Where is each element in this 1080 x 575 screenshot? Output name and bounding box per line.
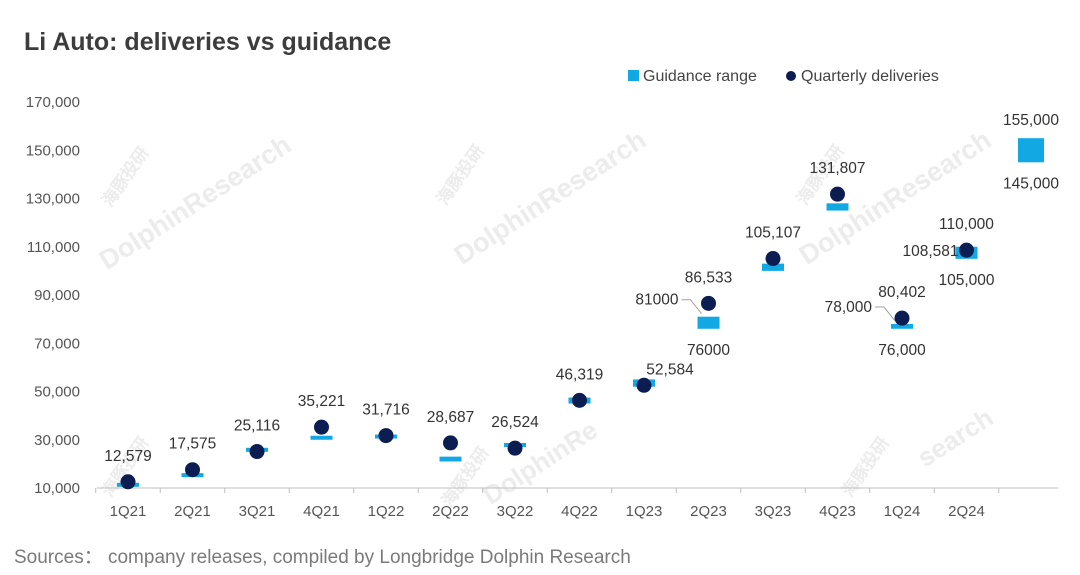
guidance-range-bar (310, 435, 333, 440)
delivery-point (120, 474, 136, 490)
source-note: Sources： company releases, compiled by L… (14, 547, 631, 568)
data-label: 78,000 (825, 299, 873, 316)
chart-title: Li Auto: deliveries vs guidance (24, 28, 392, 56)
x-tick-label: 1Q21 (110, 503, 147, 520)
x-tick-label: 2Q22 (432, 503, 469, 520)
delivery-point (572, 392, 587, 408)
y-tick-label: 50,000 (34, 384, 80, 401)
data-label: 145,000 (1003, 175, 1059, 192)
legend: Guidance range Quarterly deliveries (628, 68, 939, 85)
delivery-point (701, 295, 716, 311)
x-tick-label: 1Q22 (368, 503, 405, 520)
watermark-text: DolphinResearch (449, 124, 652, 270)
legend-guidance-label: Guidance range (643, 68, 757, 85)
delivery-point (830, 186, 845, 202)
watermark-text-cn: 海豚投研 (97, 433, 152, 500)
data-label: 110,000 (939, 216, 994, 233)
marks-layer (117, 138, 1044, 490)
watermark-text: search (912, 402, 999, 473)
delivery-point (185, 462, 200, 478)
x-tick-label: 3Q21 (239, 503, 276, 520)
data-label: 28,687 (427, 409, 474, 426)
x-tick-label: 1Q24 (884, 503, 921, 520)
x-tick-label: 3Q23 (755, 503, 792, 520)
x-tick-label: 2Q21 (174, 503, 211, 520)
leader-line (875, 306, 896, 322)
delivery-point (765, 251, 781, 267)
data-labels-layer: 12,579 17,575 25,116 35,221 31,716 28,687 26,5… (104, 112, 1059, 465)
guidance-range-bar (891, 323, 913, 329)
data-label: 35,221 (298, 393, 345, 410)
data-label: 26,524 (491, 414, 539, 431)
data-label: 52,584 (646, 361, 694, 378)
delivery-point (378, 428, 394, 444)
y-tick-label: 10,000 (34, 480, 80, 497)
delivery-point (249, 444, 265, 460)
data-label: 17,575 (169, 436, 216, 453)
guidance-range-bar (1018, 138, 1044, 163)
delivery-point (959, 242, 974, 258)
watermark-layer: DolphinResearch DolphinResearch DolphinRes… (94, 124, 999, 510)
x-tick-label: 3Q22 (497, 503, 534, 520)
y-tick-label: 110,000 (27, 239, 80, 256)
x-tick-label: 2Q23 (690, 503, 727, 520)
legend-deliveries-label: Quarterly deliveries (801, 68, 939, 85)
leader-line (681, 299, 702, 315)
data-label: 81000 (635, 292, 678, 309)
data-label: 31,716 (362, 402, 409, 419)
watermark-text: DolphinResearch (94, 129, 297, 275)
x-tick-label: 4Q22 (561, 503, 598, 520)
watermark-text-cn: 海豚投研 (97, 143, 152, 210)
delivery-point (314, 419, 329, 435)
data-label: 46,319 (556, 366, 603, 383)
data-label: 86,533 (685, 269, 732, 286)
y-tick-label: 170,000 (26, 94, 80, 111)
data-label: 105,107 (745, 225, 801, 242)
axes-layer: 10,000 30,000 50,000 70,000 90,000 110,000 130… (26, 94, 1058, 520)
legend-deliveries-swatch (786, 71, 796, 81)
data-label: 25,116 (234, 418, 280, 435)
data-label: 12,579 (104, 448, 151, 465)
y-tick-label: 70,000 (34, 335, 80, 352)
guidance-range-bar (826, 203, 849, 211)
data-label: 155,000 (1003, 112, 1059, 129)
watermark-text-cn: 海豚投研 (837, 433, 892, 500)
y-tick-label: 150,000 (26, 142, 80, 159)
x-tick-label: 4Q23 (819, 503, 856, 520)
data-label: 105,000 (938, 272, 994, 289)
x-tick-label: 4Q21 (303, 503, 340, 520)
delivery-point (636, 377, 652, 393)
watermark-text-cn: 海豚投研 (437, 443, 492, 510)
guidance-range-bar (762, 263, 784, 271)
guidance-range-bar (697, 316, 720, 329)
guidance-range-bar (439, 456, 462, 462)
x-tick-label: 1Q23 (626, 503, 663, 520)
y-tick-label: 130,000 (26, 191, 80, 208)
legend-guidance-swatch (628, 70, 639, 81)
delivery-point (507, 440, 523, 456)
data-label: 76000 (687, 342, 730, 359)
data-label: 108,581 (902, 243, 958, 260)
watermark-text-cn: 海豚投研 (432, 141, 487, 208)
data-label: 80,402 (878, 284, 925, 301)
delivery-point (443, 435, 458, 451)
y-tick-label: 30,000 (34, 432, 80, 449)
x-tick-label: 2Q24 (948, 503, 985, 520)
delivery-point (894, 310, 910, 326)
data-label: 131,807 (809, 160, 865, 177)
data-label: 76,000 (878, 342, 926, 359)
y-tick-label: 90,000 (34, 287, 80, 304)
